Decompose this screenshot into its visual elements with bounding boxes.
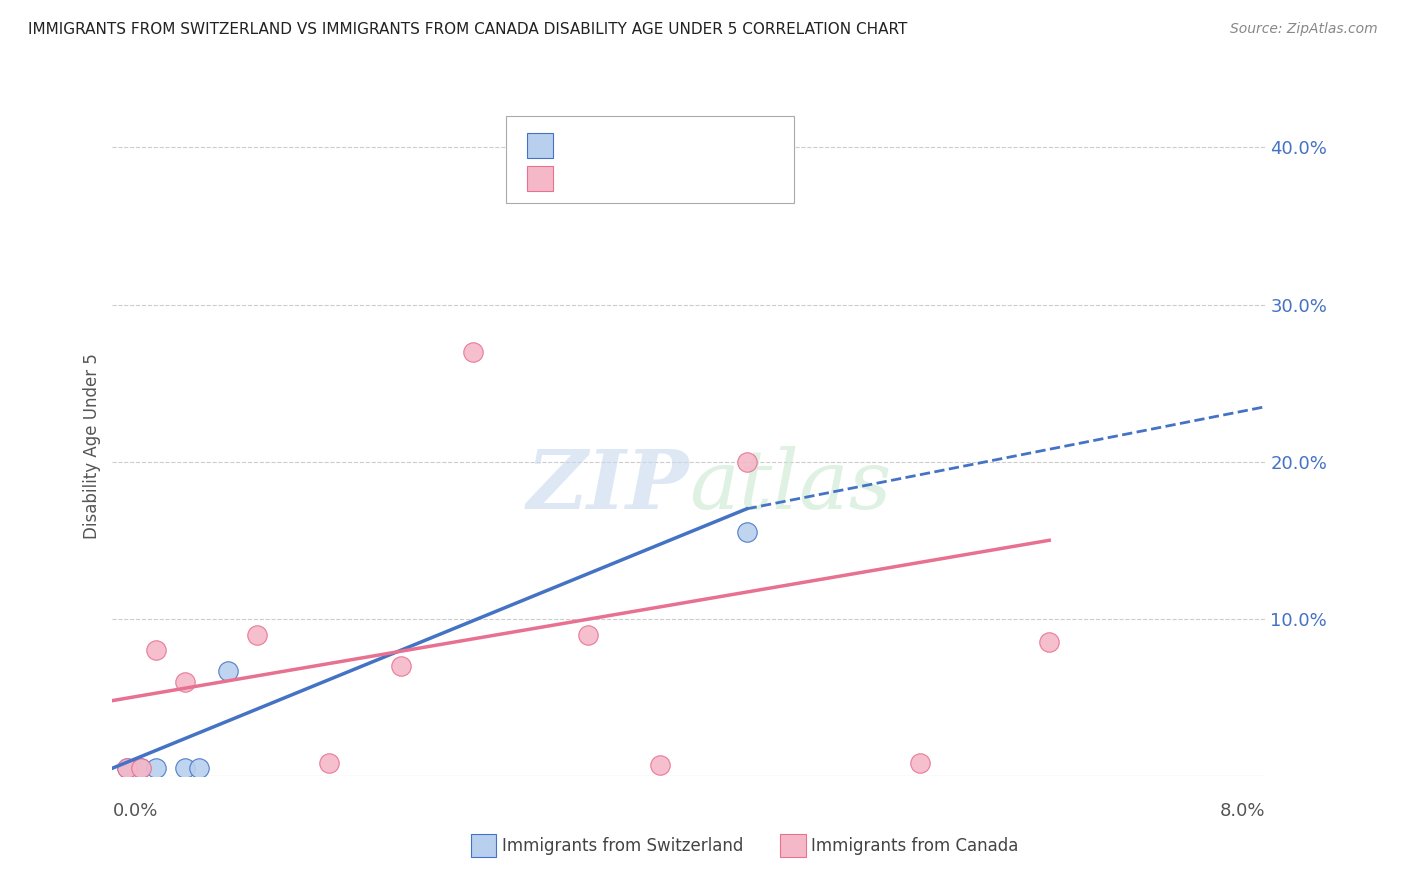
Text: 0.0%: 0.0%	[112, 802, 157, 820]
Text: Immigrants from Canada: Immigrants from Canada	[811, 837, 1018, 855]
Text: 8.0%: 8.0%	[1220, 802, 1265, 820]
Text: Immigrants from Switzerland: Immigrants from Switzerland	[502, 837, 744, 855]
Text: Source: ZipAtlas.com: Source: ZipAtlas.com	[1230, 22, 1378, 37]
Text: R = 0.973   N = 7: R = 0.973 N = 7	[564, 136, 723, 154]
Text: ZIP: ZIP	[526, 446, 689, 525]
Text: R = 0.286   N = 13: R = 0.286 N = 13	[564, 169, 734, 187]
Text: atlas: atlas	[689, 446, 891, 525]
Text: IMMIGRANTS FROM SWITZERLAND VS IMMIGRANTS FROM CANADA DISABILITY AGE UNDER 5 COR: IMMIGRANTS FROM SWITZERLAND VS IMMIGRANT…	[28, 22, 907, 37]
Y-axis label: Disability Age Under 5: Disability Age Under 5	[83, 353, 101, 539]
